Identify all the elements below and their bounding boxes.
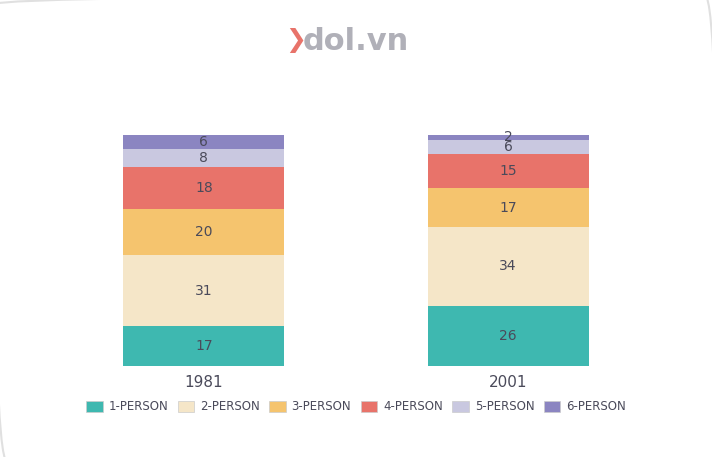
Bar [428, 135, 589, 140]
Text: 6: 6 [199, 135, 209, 149]
Bar [123, 135, 284, 149]
Legend: 1-PERSON, 2-PERSON, 3-PERSON, 4-PERSON, 5-PERSON, 6-PERSON: 1-PERSON, 2-PERSON, 3-PERSON, 4-PERSON, … [81, 396, 631, 418]
Text: 34: 34 [499, 260, 517, 273]
Bar [428, 154, 589, 188]
Bar [428, 306, 589, 366]
Bar [428, 188, 589, 227]
Bar [123, 326, 284, 366]
Bar [428, 140, 589, 154]
Text: 20: 20 [195, 225, 213, 239]
Bar [123, 149, 284, 167]
Bar [123, 167, 284, 209]
Text: 18: 18 [195, 181, 213, 195]
Text: ❯: ❯ [285, 28, 306, 53]
Text: 31: 31 [195, 284, 213, 298]
Text: 6: 6 [503, 140, 513, 154]
Text: 26: 26 [499, 329, 517, 343]
Bar [123, 209, 284, 255]
Bar [123, 255, 284, 326]
Text: 2: 2 [504, 130, 513, 144]
Text: 17: 17 [195, 339, 213, 353]
Text: 17: 17 [499, 201, 517, 215]
Text: 8: 8 [199, 151, 209, 165]
Bar [428, 227, 589, 306]
Text: dol.vn: dol.vn [303, 27, 409, 56]
Text: 15: 15 [499, 164, 517, 178]
